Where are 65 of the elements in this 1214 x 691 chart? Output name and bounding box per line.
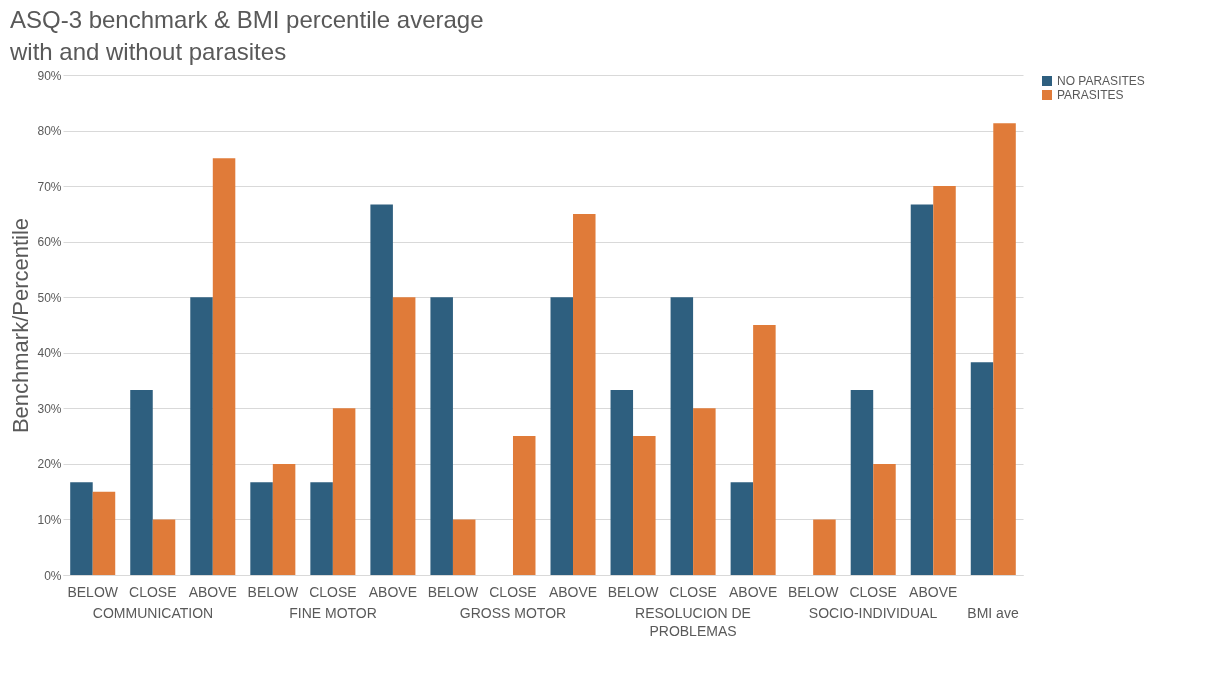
text: COMMUNICATION bbox=[92, 605, 214, 621]
y-tick-label: 50% bbox=[37, 290, 62, 305]
bar bbox=[310, 482, 333, 575]
bar bbox=[573, 213, 596, 575]
legend-label: PARASITES bbox=[1057, 88, 1124, 102]
x-tick-label: ABOVE bbox=[909, 583, 958, 600]
bar bbox=[910, 204, 934, 575]
bar bbox=[753, 325, 776, 575]
x-tick-label: BELOW bbox=[67, 583, 119, 600]
bar bbox=[152, 519, 176, 575]
bar bbox=[430, 297, 453, 575]
bar bbox=[130, 390, 153, 575]
bar bbox=[370, 204, 393, 575]
text: BMI ave bbox=[967, 605, 1019, 621]
chart-title: ASQ-3 benchmark & BMI percentile average with and without parasites bbox=[8, 6, 484, 65]
bar bbox=[70, 482, 93, 575]
x-tick-label: CLOSE bbox=[849, 583, 897, 600]
x-tick-label: CLOSE bbox=[669, 583, 717, 600]
bar bbox=[550, 297, 574, 575]
bar bbox=[813, 519, 836, 575]
text: GROSS MOTOR bbox=[459, 605, 567, 621]
bar bbox=[933, 186, 956, 575]
x-tick-label: ABOVE bbox=[548, 583, 598, 600]
x-tick-label: CLOSE bbox=[489, 583, 537, 600]
bar bbox=[272, 463, 296, 575]
bar bbox=[392, 297, 416, 575]
bar bbox=[693, 408, 716, 575]
bar bbox=[873, 463, 896, 575]
y-tick-label: 60% bbox=[37, 235, 62, 250]
y-tick-label: 40% bbox=[37, 346, 62, 361]
x-tick-label: ABOVE bbox=[188, 583, 237, 600]
x-tick-label: CLOSE bbox=[129, 583, 177, 600]
bar bbox=[970, 362, 994, 575]
bar bbox=[610, 390, 634, 575]
bar bbox=[332, 408, 356, 575]
x-tick-label: CLOSE bbox=[309, 583, 357, 600]
bar bbox=[993, 123, 1016, 575]
y-axis-title: Benchmark/Percentile bbox=[8, 217, 34, 434]
x-tick-label: ABOVE bbox=[368, 583, 418, 600]
bar bbox=[212, 158, 236, 575]
y-tick-label: 90% bbox=[37, 68, 62, 83]
legend-label: NO PARASITES bbox=[1057, 74, 1145, 88]
y-tick-label: 0% bbox=[44, 568, 62, 583]
y-tick-label: 80% bbox=[37, 124, 62, 139]
text: FINE MOTOR bbox=[289, 605, 377, 621]
bar bbox=[512, 436, 536, 575]
x-tick-label: BELOW bbox=[787, 583, 840, 600]
text: RESOLUCION DE PROBLEMAS bbox=[635, 605, 751, 639]
y-tick-label: 10% bbox=[37, 512, 62, 527]
bar bbox=[633, 436, 656, 575]
y-tick-label: 70% bbox=[37, 179, 62, 194]
bar bbox=[670, 297, 694, 575]
text: SOCIO-INDIVIDUAL bbox=[808, 605, 938, 621]
bar bbox=[92, 491, 116, 575]
bar bbox=[850, 390, 874, 575]
x-tick-label: BELOW bbox=[427, 583, 480, 600]
bar bbox=[730, 482, 754, 575]
bar bbox=[452, 519, 476, 575]
x-tick-label: BELOW bbox=[607, 583, 660, 600]
y-tick-label: 20% bbox=[37, 457, 62, 472]
x-tick-label: ABOVE bbox=[729, 583, 778, 600]
bar bbox=[190, 297, 213, 575]
bar bbox=[250, 482, 273, 575]
y-tick-label: 30% bbox=[37, 401, 62, 416]
x-tick-label: BELOW bbox=[247, 583, 299, 600]
